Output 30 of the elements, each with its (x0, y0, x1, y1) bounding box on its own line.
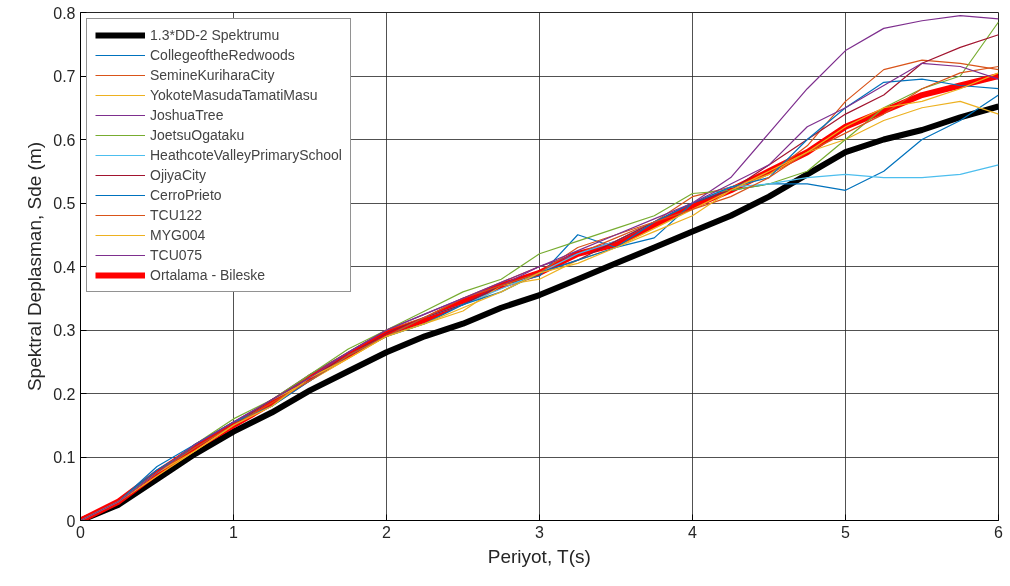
y-axis-title: Spektral Deplasman, Sde (m) (24, 141, 46, 392)
legend-label: TCU075 (150, 247, 203, 263)
legend-label: HeathcoteValleyPrimarySchool (150, 147, 342, 163)
legend-label: YokoteMasudaTamatiMasu (150, 87, 318, 103)
legend-label: JoetsuOgataku (150, 127, 245, 143)
x-tick-label: 1 (229, 523, 239, 541)
y-tick-label: 0.5 (53, 195, 76, 212)
y-tick-label: 0.4 (53, 258, 76, 276)
x-tick-label: 2 (382, 523, 392, 541)
x-tick-label: 5 (841, 523, 851, 541)
legend-label: MYG004 (150, 227, 206, 243)
y-tick-label: 0.6 (53, 131, 76, 149)
x-axis-title: Periyot, T(s) (487, 545, 591, 567)
y-tick-label: 0.2 (53, 385, 76, 403)
y-tick-label: 0.8 (53, 4, 76, 22)
x-tick-label: 4 (688, 523, 698, 541)
y-tick-label: 0.1 (53, 449, 76, 466)
legend-label: JoshuaTree (150, 107, 224, 123)
legend-label: TCU122 (150, 207, 203, 223)
legend-label: SemineKuriharaCity (150, 67, 275, 83)
y-tick-label: 0 (66, 512, 76, 530)
x-tick-label: 3 (535, 523, 545, 541)
y-tick-label: 0.7 (53, 68, 76, 85)
legend-label: 1.3*DD-2 Spektrumu (150, 27, 280, 43)
legend-label: CerroPrieto (150, 187, 222, 203)
legend-label: OjiyaCity (150, 167, 207, 183)
legend-label: Ortalama - Bileske (150, 267, 266, 283)
legend-label: CollegeoftheRedwoods (150, 47, 295, 63)
x-tick-label: 6 (994, 523, 1004, 541)
y-tick-label: 0.3 (53, 322, 76, 339)
